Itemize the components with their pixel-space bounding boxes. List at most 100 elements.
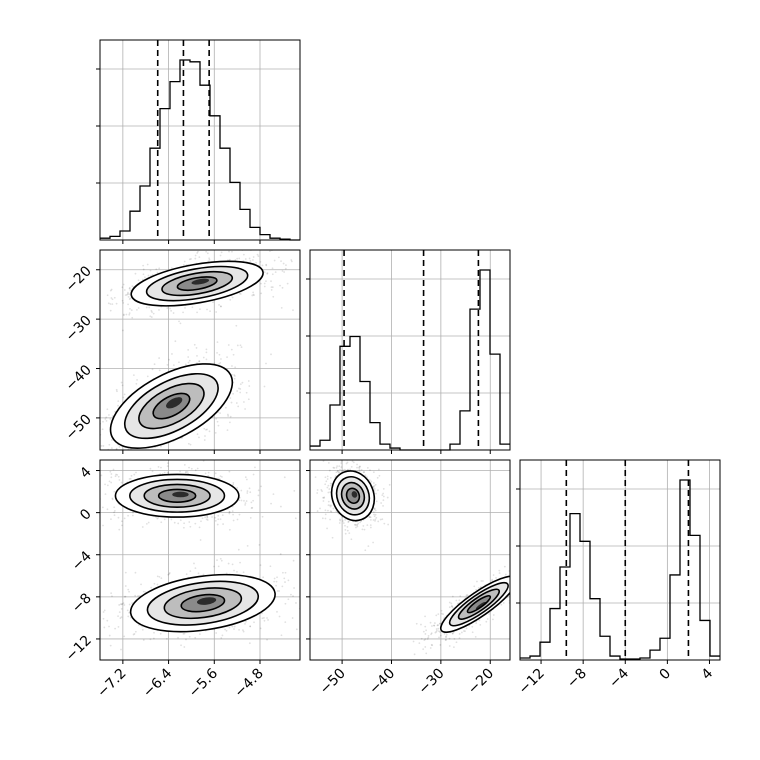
contour-line — [130, 260, 264, 307]
sample-point — [216, 523, 219, 526]
sample-point — [125, 313, 128, 316]
sample-point — [193, 343, 196, 346]
contour-line — [114, 473, 240, 518]
sample-point — [329, 518, 331, 521]
sample-point — [232, 481, 235, 484]
sample-point — [329, 491, 332, 493]
sample-point — [265, 264, 268, 267]
sample-point — [357, 522, 360, 525]
sample-point — [285, 264, 287, 267]
sample-point — [253, 621, 255, 624]
sample-point — [435, 628, 438, 630]
sample-point — [250, 507, 253, 509]
sample-point — [232, 513, 234, 516]
sample-point — [424, 615, 426, 618]
sample-point — [109, 418, 112, 420]
sample-point — [166, 465, 169, 468]
sample-point — [147, 521, 150, 524]
sample-point — [215, 311, 218, 313]
sample-point — [111, 298, 114, 301]
sample-point — [108, 414, 110, 416]
sample-point — [121, 524, 123, 527]
sample-point — [238, 257, 241, 260]
sample-point — [437, 624, 439, 626]
sample-point — [110, 473, 113, 475]
sample-point — [232, 519, 235, 522]
sample-point — [109, 303, 112, 305]
sample-point — [256, 253, 259, 256]
sample-point — [295, 602, 297, 604]
sample-point — [231, 365, 233, 367]
sample-point — [275, 580, 278, 583]
sample-point — [220, 358, 222, 360]
sample-point — [241, 629, 244, 632]
sample-point — [178, 361, 180, 364]
sample-point — [242, 630, 245, 633]
sample-point — [293, 489, 296, 492]
sample-point — [342, 520, 344, 522]
sample-point — [290, 593, 292, 596]
sample-point — [146, 263, 149, 266]
sample-point — [375, 492, 377, 495]
sample-point — [369, 516, 372, 519]
sample-point — [145, 306, 148, 309]
sample-point — [121, 299, 124, 302]
sample-point — [205, 358, 208, 361]
sample-point — [205, 351, 208, 354]
sample-point — [479, 623, 482, 626]
density-peak — [166, 397, 183, 409]
sample-point — [271, 267, 274, 270]
sample-point — [124, 595, 127, 598]
sample-point — [218, 353, 221, 356]
sample-point — [212, 301, 214, 304]
sample-point — [290, 259, 293, 261]
sample-point — [327, 491, 330, 494]
sample-point — [160, 521, 163, 524]
sample-point — [217, 477, 220, 480]
sample-point — [244, 258, 247, 260]
sample-point — [433, 624, 436, 627]
sample-point — [266, 272, 269, 275]
sample-point — [109, 289, 112, 292]
sample-point — [275, 584, 278, 587]
histogram-1-frame — [309, 249, 511, 451]
sample-point — [387, 523, 390, 526]
sample-point — [415, 622, 418, 625]
sample-point — [429, 621, 432, 624]
sample-point — [424, 633, 427, 635]
sample-point — [118, 611, 121, 614]
sample-point — [455, 599, 458, 602]
sample-point — [429, 647, 432, 649]
sample-point — [142, 264, 145, 267]
sample-point — [173, 521, 176, 524]
sample-point — [247, 380, 250, 382]
sample-point — [229, 397, 232, 399]
sample-point — [465, 594, 468, 597]
sample-point — [273, 580, 276, 583]
sample-point — [196, 467, 199, 470]
sample-point — [252, 293, 255, 296]
sample-point — [486, 618, 489, 620]
sample-point — [349, 468, 352, 471]
contour-line — [146, 580, 260, 626]
sample-point — [233, 377, 236, 380]
sample-point — [187, 361, 190, 364]
contour-line — [335, 475, 371, 516]
sample-point — [216, 341, 219, 344]
sample-point — [217, 424, 220, 427]
sample-point — [236, 257, 239, 260]
sample-point — [149, 269, 152, 272]
sample-point — [121, 286, 124, 289]
sample-point — [376, 476, 379, 479]
sample-point — [118, 604, 121, 606]
sample-point — [219, 305, 222, 308]
sample-point — [251, 294, 254, 297]
sample-point — [330, 504, 333, 507]
sample-point — [228, 250, 230, 253]
sample-point — [214, 519, 217, 522]
sample-point — [374, 513, 377, 516]
sample-point — [238, 292, 241, 295]
sample-point — [357, 466, 360, 469]
sample-point — [204, 435, 206, 437]
sample-point — [236, 390, 239, 392]
